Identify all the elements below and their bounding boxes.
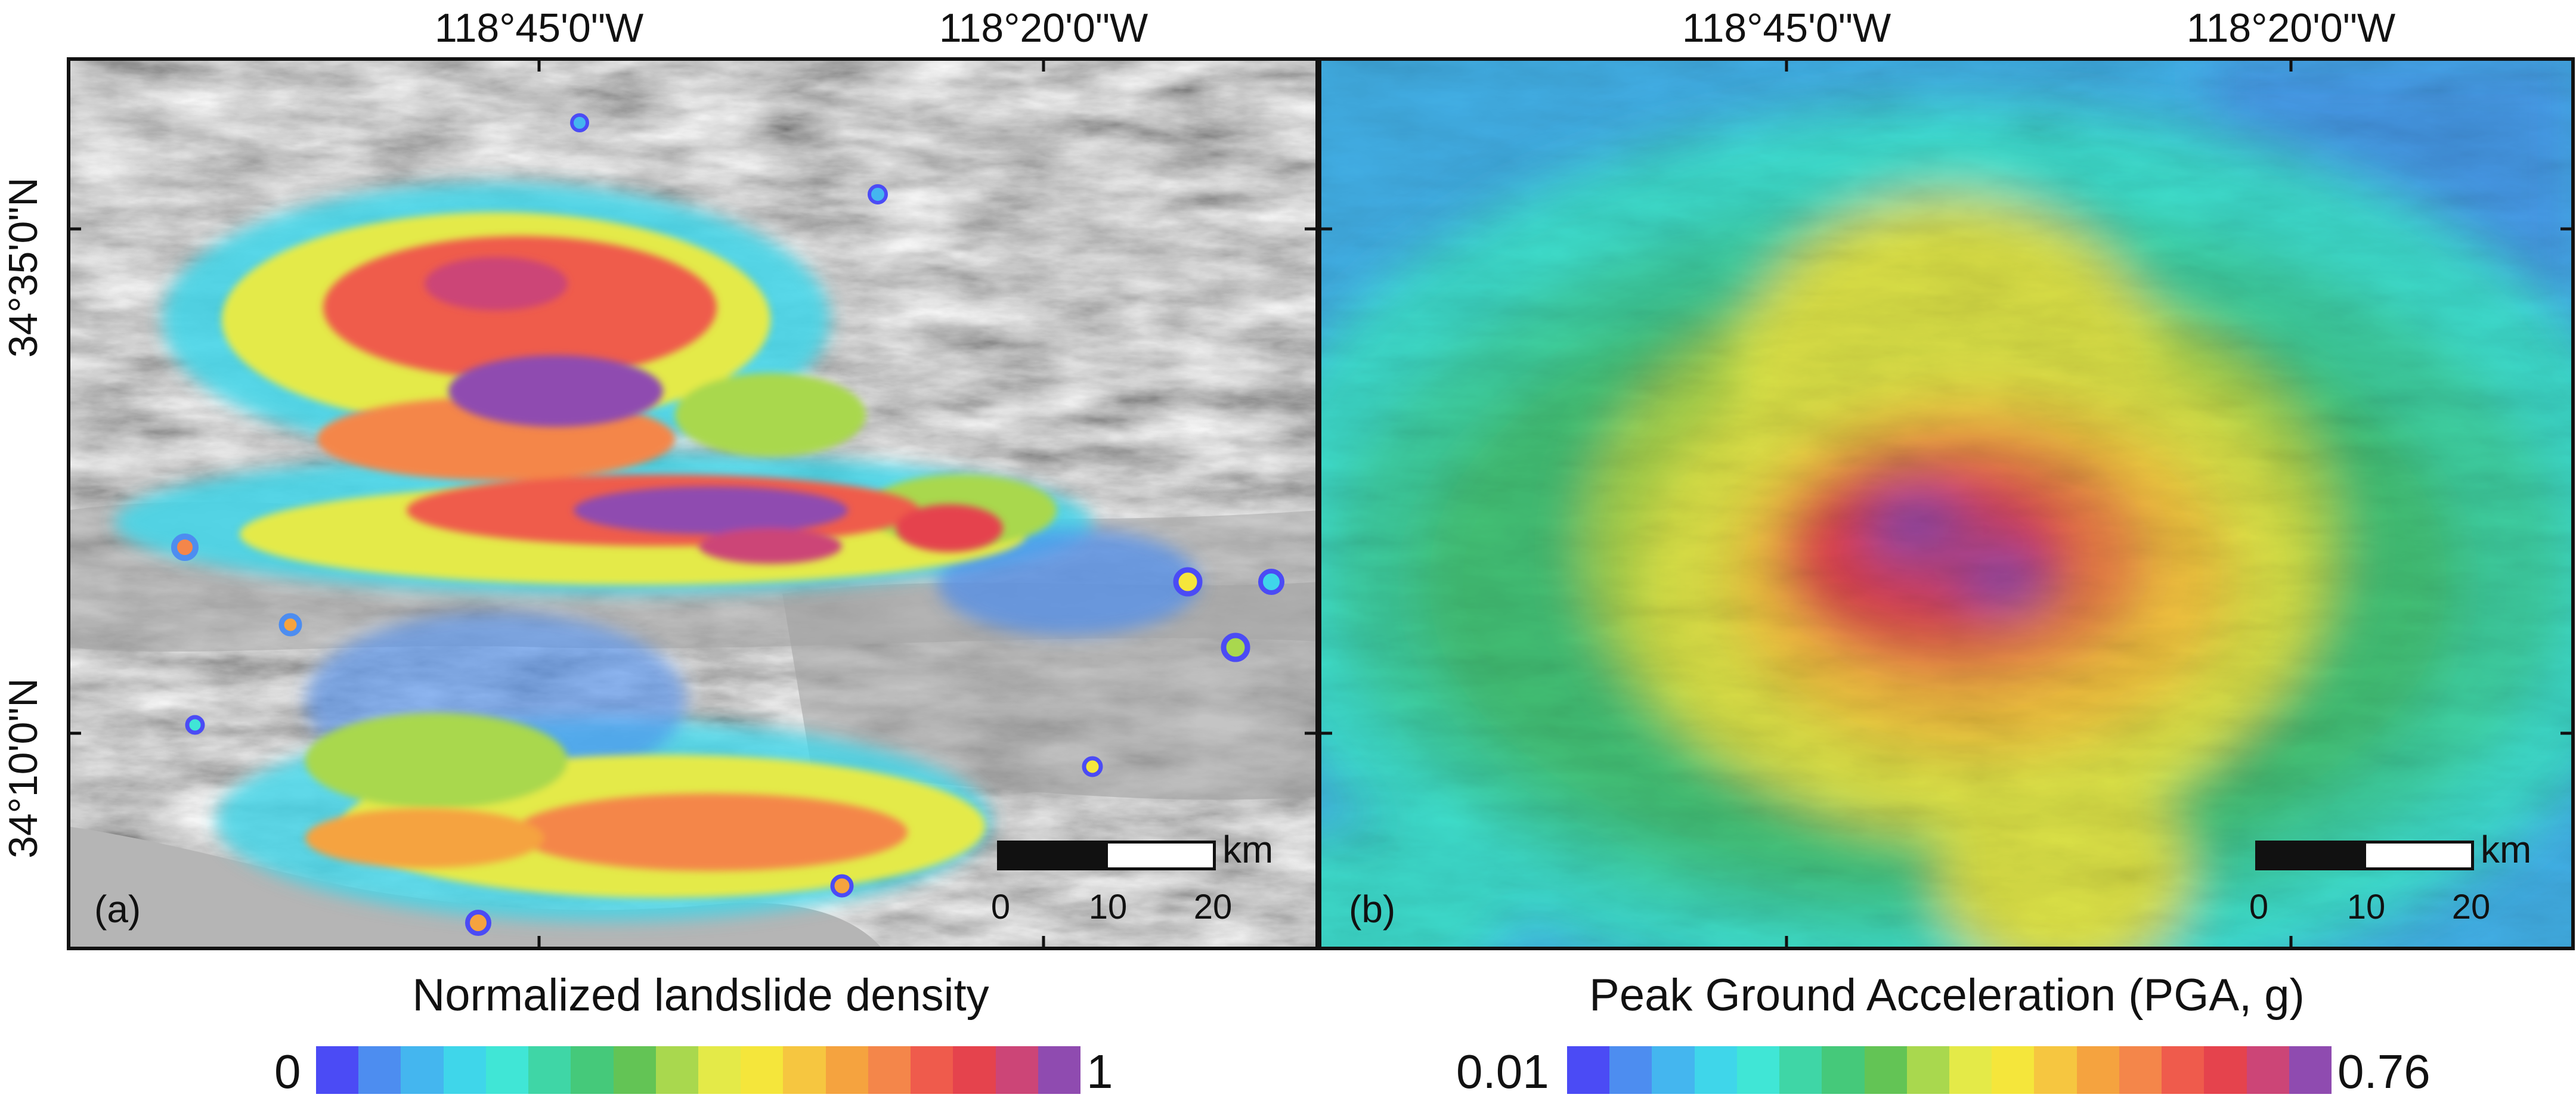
scale-bar-segment <box>1105 841 1216 870</box>
scale-tick-0: 0 <box>990 888 1011 926</box>
panel-label-b: (b) <box>1349 888 1396 931</box>
legend-swatch <box>613 1046 656 1094</box>
legend-swatch <box>485 1046 529 1094</box>
left-tick-1: 34°35'0"N <box>1 177 46 358</box>
landslide-density-graphic <box>67 57 1319 950</box>
panel-label-a: (a) <box>94 888 141 931</box>
pga-map <box>1318 57 2575 950</box>
density-peak <box>425 257 848 564</box>
legend-swatch <box>1694 1046 1737 1094</box>
legend-swatch <box>1822 1046 1865 1094</box>
scale-unit: km <box>2481 828 2532 871</box>
legend-swatch <box>528 1046 571 1094</box>
legend-min-pga: 0.01 <box>1456 1045 1549 1098</box>
legend-swatch <box>655 1046 698 1094</box>
scale-tick-0: 0 <box>2249 888 2269 926</box>
legend-colorbar-density <box>316 1046 1080 1094</box>
left-tick-2: 34°10'0"N <box>1 678 46 858</box>
legend-swatch <box>1779 1046 1822 1094</box>
legend-swatch <box>1567 1046 1610 1094</box>
top-tick-b-1: 118°45'0"W <box>1682 5 1891 51</box>
legend-swatch <box>783 1046 826 1094</box>
landslide-density-map <box>67 57 1319 950</box>
legend-swatch <box>2119 1046 2162 1094</box>
legend-swatch <box>698 1046 741 1094</box>
legend-swatch <box>358 1046 401 1094</box>
legend-swatch <box>953 1046 996 1094</box>
legend-swatch <box>2289 1046 2332 1094</box>
scale-bar-b: km 0 10 20 <box>2249 828 2531 930</box>
legend-colorbar-pga <box>1567 1046 2332 1094</box>
legend-swatch <box>1038 1046 1080 1094</box>
legend-swatch <box>2204 1046 2247 1094</box>
legend-min-density: 0 <box>274 1045 301 1098</box>
scale-bar-segment <box>2255 841 2366 870</box>
scale-tick-10: 10 <box>1088 888 1128 926</box>
scale-tick-20: 20 <box>2451 888 2491 926</box>
legend-swatch <box>2162 1046 2205 1094</box>
scale-bar-segment <box>2363 841 2474 870</box>
legend-max-density: 1 <box>1086 1045 1113 1098</box>
top-tick-b-2: 118°20'0"W <box>2186 5 2396 51</box>
scale-tick-20: 20 <box>1193 888 1233 926</box>
scale-bar-a: km 0 10 20 <box>991 828 1273 930</box>
legend-swatch <box>1652 1046 1695 1094</box>
legend-swatch <box>825 1046 868 1094</box>
legend-swatch <box>1906 1046 1949 1094</box>
legend-swatch <box>2246 1046 2289 1094</box>
legend-swatch <box>868 1046 911 1094</box>
legend-max-pga: 0.76 <box>2337 1045 2431 1098</box>
pga-graphic <box>1318 57 2575 950</box>
legend-swatch <box>1609 1046 1652 1094</box>
legend-swatch <box>316 1046 359 1094</box>
legend-swatch <box>443 1046 486 1094</box>
legend-swatch <box>1949 1046 1992 1094</box>
legend-swatch <box>2034 1046 2077 1094</box>
legend-swatch <box>1992 1046 2035 1094</box>
legend-swatch <box>1864 1046 1907 1094</box>
top-tick-a-1: 118°45'0"W <box>434 5 644 51</box>
legend-swatch <box>401 1046 444 1094</box>
legend-swatch <box>995 1046 1038 1094</box>
density-isolated-spots <box>171 113 1284 936</box>
legend-title-density: Normalized landslide density <box>412 970 989 1021</box>
legend-swatch <box>741 1046 784 1094</box>
legend-title-pga: Peak Ground Acceleration (PGA, g) <box>1589 970 2305 1021</box>
top-tick-a-2: 118°20'0"W <box>939 5 1148 51</box>
scale-unit: km <box>1222 828 1274 871</box>
scale-tick-10: 10 <box>2346 888 2386 926</box>
legend-swatch <box>1736 1046 1780 1094</box>
legend-swatch <box>571 1046 614 1094</box>
legend-swatch <box>911 1046 953 1094</box>
scale-bar-segment <box>997 841 1108 870</box>
legend-swatch <box>2076 1046 2119 1094</box>
